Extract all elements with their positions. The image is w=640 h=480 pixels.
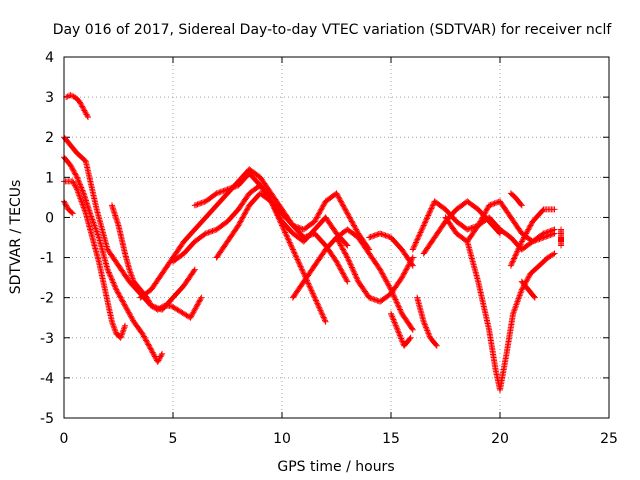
data-point-markers [137,166,351,301]
y-tick-label: 0 [45,210,54,226]
series-arc-22 [507,190,525,209]
data-point-markers [507,206,558,269]
series-arc-7 [137,166,351,301]
y-tick-label: -5 [40,411,54,427]
y-tick-label: -1 [40,251,54,267]
y-tick-label: -3 [40,331,54,347]
chart-title: Day 016 of 2017, Sidereal Day-to-day VTE… [53,22,613,38]
y-tick-label: 2 [45,130,54,146]
series-arc-24 [558,226,565,249]
x-tick-label: 5 [169,431,178,447]
data-point-markers [518,278,538,301]
y-tick-label: 1 [45,170,54,186]
plot-frame [63,56,610,419]
y-tick-label: -2 [40,291,54,307]
data-point-markers [61,198,76,217]
series-arc-23 [518,278,538,301]
x-axis-label: GPS time / hours [277,459,394,475]
series-arc-20 [464,238,558,393]
y-tick-label: 4 [45,50,54,66]
data-point-markers [289,226,416,333]
series-arc-19 [414,294,440,349]
series-arc-21 [507,206,558,269]
x-tick-label: 10 [273,431,291,447]
data-point-markers [213,190,373,261]
data-point-markers [170,182,275,265]
data-point-markers [414,294,440,349]
data-point-markers [366,230,416,269]
data-point-markers [333,234,416,305]
y-tick-label: 3 [45,90,54,106]
series-arc-12 [289,226,416,333]
x-tick-label: 25 [600,431,618,447]
data-point-markers [507,190,525,209]
data-point-markers [268,198,329,325]
data-point-markers [464,238,558,393]
series-arc-6 [108,202,205,321]
series-arc-5 [61,198,76,217]
series-arc-4 [63,92,91,121]
x-tick-label: 20 [491,431,509,447]
y-axis-label: SDTVAR / TECUs [8,180,24,295]
data-point-markers [558,226,565,249]
data-layer [61,92,565,393]
series-arc-1 [61,134,198,313]
data-point-markers [63,92,91,121]
data-point-markers [108,202,205,321]
series-arc-11 [268,198,329,325]
series-arc-15 [388,310,414,349]
data-point-markers [388,310,414,349]
series-arc-13 [333,234,416,305]
data-point-markers [61,134,198,313]
x-tick-label: 0 [60,431,69,447]
series-arc-10 [213,190,373,261]
series-arc-9 [170,182,275,265]
x-tick-label: 15 [382,431,400,447]
y-tick-label: -4 [40,371,54,387]
series-arc-14 [366,230,416,269]
